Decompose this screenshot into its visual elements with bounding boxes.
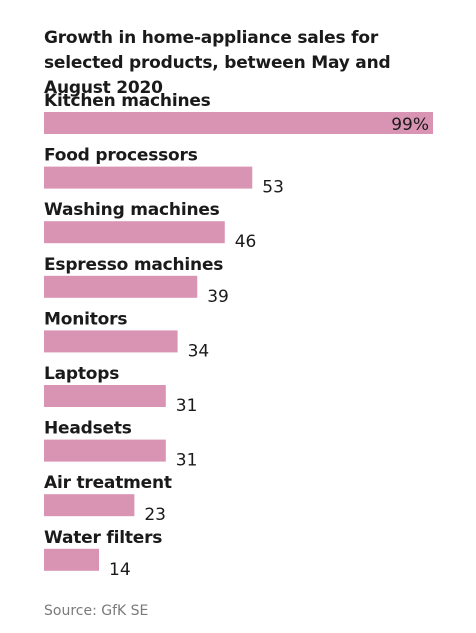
value-label: 99% xyxy=(391,115,429,135)
chart-source: Source: GfK SE xyxy=(44,603,149,619)
category-label: Monitors xyxy=(44,309,127,329)
category-label: Water filters xyxy=(44,528,162,548)
category-label: Kitchen machines xyxy=(44,91,211,111)
category-label: Headsets xyxy=(44,419,132,439)
value-label: 53 xyxy=(262,178,284,198)
value-label: 31 xyxy=(176,396,198,416)
bar xyxy=(44,221,225,244)
category-label: Food processors xyxy=(44,146,198,166)
bar xyxy=(44,494,135,517)
value-label: 46 xyxy=(235,232,257,252)
value-label: 34 xyxy=(188,341,210,361)
category-label: Espresso machines xyxy=(44,255,223,275)
category-label: Washing machines xyxy=(44,200,220,220)
category-label: Laptops xyxy=(44,364,119,384)
bar xyxy=(44,166,253,189)
value-label: 23 xyxy=(144,505,166,525)
bar xyxy=(44,112,433,134)
bar xyxy=(44,385,166,407)
value-label: 14 xyxy=(109,560,131,580)
bar xyxy=(44,439,166,462)
category-label: Air treatment xyxy=(44,473,172,493)
chart-title: Growth in home-appliance sales for selec… xyxy=(44,28,391,98)
value-label: 31 xyxy=(176,451,198,471)
value-label: 39 xyxy=(207,287,229,307)
bar xyxy=(44,275,198,298)
bar xyxy=(44,548,100,571)
bar xyxy=(44,330,178,353)
